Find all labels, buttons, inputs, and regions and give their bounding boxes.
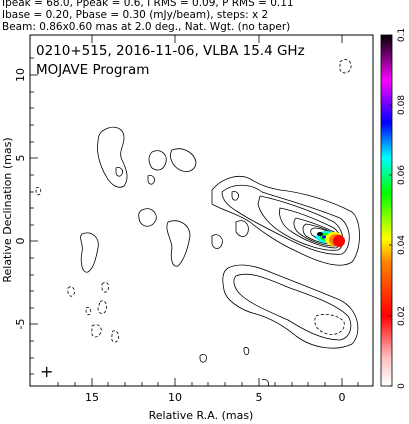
y-axis-label: Relative Declination (mas) xyxy=(1,137,14,282)
colorbar-tick-label: 0.06 xyxy=(397,165,407,185)
y-tick-label: -5 xyxy=(14,319,27,330)
x-tick-label: 5 xyxy=(256,391,263,404)
plot-frame xyxy=(29,34,374,387)
colorbar-tick-label: 0 xyxy=(397,383,407,389)
jet-core-image xyxy=(316,231,345,247)
x-axis-label: Relative R.A. (mas) xyxy=(149,409,254,422)
plot-title: 0210+515, 2016-11-06, VLBA 15.4 GHz xyxy=(36,43,305,59)
contour-map xyxy=(35,59,360,386)
x-axis-ticks xyxy=(57,35,359,386)
x-tick-labels: 15 10 5 0 xyxy=(85,391,346,404)
y-tick-labels: 10 5 0 -5 xyxy=(14,68,27,329)
colorbar-tick-label: 0.08 xyxy=(397,95,407,115)
beam-marker: + xyxy=(40,362,53,381)
header-line-1: Ipeak = 68.0, Ppeak = 0.6, I RMS = 0.09,… xyxy=(2,0,294,9)
plot-subtitle: MOJAVE Program xyxy=(36,62,149,78)
y-tick-label: 5 xyxy=(14,155,27,162)
colorbar-tick-label: 0.1 xyxy=(397,28,407,42)
y-tick-label: 0 xyxy=(14,238,27,245)
header-line-3: Beam: 0.86x0.60 mas at 2.0 deg., Nat. Wg… xyxy=(2,21,291,33)
x-tick-label: 10 xyxy=(168,391,182,404)
header-line-2: Ibase = 0.20, Pbase = 0.30 (mJy/beam), s… xyxy=(2,9,269,21)
y-axis-ticks xyxy=(30,57,38,375)
colorbar-tick-label: 0.02 xyxy=(397,306,407,326)
colorbar-tick-labels: 0.1 0.08 0.06 0.04 0.02 0 xyxy=(397,28,407,389)
y-tick-label: 10 xyxy=(14,68,27,82)
colorbar xyxy=(380,34,393,387)
x-tick-label: 15 xyxy=(85,391,99,404)
x-tick-label: 0 xyxy=(339,391,346,404)
colorbar-tick-label: 0.04 xyxy=(397,235,407,255)
colorbar-ticks xyxy=(389,34,392,387)
